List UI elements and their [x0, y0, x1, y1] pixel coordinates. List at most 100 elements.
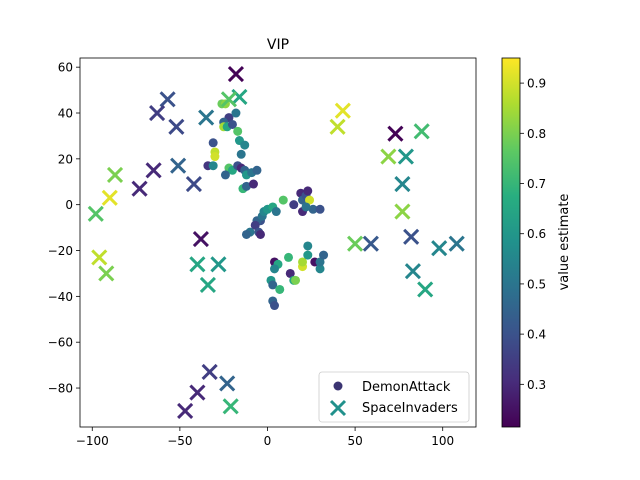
point-demonattack: [319, 250, 329, 260]
colorbar-tick-label: 0.3: [527, 378, 546, 392]
point-spaceinvaders: [189, 384, 206, 401]
point-spaceinvaders: [394, 175, 411, 193]
y-tick-label: 60: [58, 61, 73, 75]
point-spaceinvaders: [199, 276, 216, 293]
point-spaceinvaders: [417, 281, 434, 298]
point-spaceinvaders: [177, 402, 194, 420]
point-demonattack: [315, 204, 325, 214]
x-tick-label: −100: [76, 434, 109, 448]
point-demonattack: [284, 252, 294, 262]
point-demonattack: [271, 207, 281, 217]
y-axis: 60 40 20 0 −20 −40 −60 −80: [48, 61, 80, 396]
y-tick-label: −60: [48, 336, 73, 350]
point-demonattack: [275, 284, 285, 294]
point-demonattack: [208, 161, 218, 171]
point-demonattack: [285, 268, 295, 278]
point-spaceinvaders: [222, 398, 239, 415]
point-demonattack: [268, 280, 278, 290]
point-spaceinvaders: [210, 256, 227, 273]
point-spaceinvaders: [334, 102, 351, 119]
point-spaceinvaders: [91, 249, 108, 266]
colorbar-gradient: [501, 57, 521, 428]
point-demonattack: [241, 181, 251, 191]
colorbar-tick-label: 0.7: [527, 177, 546, 191]
point-spaceinvaders: [159, 91, 176, 108]
point-demonattack: [315, 264, 325, 274]
y-tick-label: −20: [48, 244, 73, 258]
point-demonattack: [210, 152, 220, 162]
point-spaceinvaders: [403, 228, 420, 245]
point-spaceinvaders: [219, 375, 236, 392]
point-demonattack: [241, 229, 251, 239]
x-tick-label: 0: [264, 434, 272, 448]
point-spaceinvaders: [198, 109, 215, 126]
legend-label-demonattack: DemonAttack: [362, 380, 451, 395]
y-tick-label: −40: [48, 290, 73, 304]
point-demonattack: [291, 275, 301, 285]
point-spaceinvaders: [201, 363, 218, 381]
point-spaceinvaders: [347, 235, 364, 252]
point-spaceinvaders: [220, 91, 237, 108]
x-axis: −100 −50 0 50 100: [76, 427, 454, 448]
point-demonattack: [303, 186, 313, 196]
point-spaceinvaders: [98, 265, 115, 282]
point-demonattack: [220, 170, 230, 180]
point-spaceinvaders: [101, 189, 118, 206]
colorbar-tick-label: 0.5: [527, 277, 546, 291]
point-spaceinvaders: [168, 118, 185, 135]
point-spaceinvaders: [87, 205, 104, 222]
x-tick-label: 50: [347, 434, 362, 448]
point-spaceinvaders: [448, 235, 465, 252]
point-spaceinvaders: [145, 162, 162, 179]
point-spaceinvaders: [387, 125, 404, 142]
point-demonattack: [301, 202, 311, 212]
colorbar-tick-label: 0.4: [527, 328, 546, 342]
colorbar: 0.3 0.4 0.5 0.6 0.7 0.8 0.9 value estimate: [501, 57, 572, 428]
colorbar-label: value estimate: [557, 194, 572, 291]
y-tick-label: 20: [58, 152, 73, 166]
x-tick-label: 100: [431, 434, 454, 448]
point-demonattack: [250, 220, 260, 230]
point-spaceinvaders: [362, 235, 379, 252]
legend: DemonAttack SpaceInvaders: [318, 371, 470, 423]
point-demonattack: [305, 195, 315, 205]
point-demonattack: [233, 126, 243, 136]
point-spaceinvaders: [131, 180, 148, 197]
point-demonattack: [278, 195, 288, 205]
point-spaceinvaders: [394, 203, 411, 220]
colorbar-tick-label: 0.6: [527, 227, 546, 241]
point-demonattack: [303, 241, 313, 251]
point-spaceinvaders: [413, 123, 430, 140]
plot-frame: [79, 57, 477, 428]
legend-marker-spaceinvaders: [329, 399, 347, 417]
point-spaceinvaders: [431, 240, 448, 257]
point-spaceinvaders: [380, 148, 397, 165]
y-tick-label: 0: [65, 198, 73, 212]
point-demonattack: [308, 204, 318, 214]
point-demonattack: [303, 250, 313, 260]
x-tick-label: −50: [167, 434, 192, 448]
point-spaceinvaders: [404, 263, 421, 280]
point-spaceinvaders: [170, 157, 187, 174]
point-demonattack: [298, 257, 308, 267]
point-spaceinvaders: [192, 231, 209, 248]
point-spaceinvaders: [106, 166, 124, 183]
point-demonattack: [231, 108, 241, 118]
points-layer: [87, 65, 465, 420]
colorbar-tick-label: 0.9: [527, 77, 546, 91]
legend-marker-demonattack: [333, 381, 343, 391]
point-spaceinvaders: [397, 148, 414, 165]
point-demonattack: [252, 165, 262, 175]
point-demonattack: [248, 179, 258, 189]
point-demonattack: [208, 138, 218, 148]
point-demonattack: [269, 264, 279, 274]
y-tick-label: −80: [48, 382, 73, 396]
point-spaceinvaders: [149, 104, 166, 122]
point-demonattack: [236, 149, 246, 159]
chart-title: VIP: [267, 37, 289, 53]
colorbar-ticks: 0.3 0.4 0.5 0.6 0.7 0.8 0.9: [520, 77, 546, 392]
y-tick-label: 40: [58, 107, 73, 121]
point-demonattack: [269, 301, 279, 311]
legend-box: [318, 371, 470, 423]
